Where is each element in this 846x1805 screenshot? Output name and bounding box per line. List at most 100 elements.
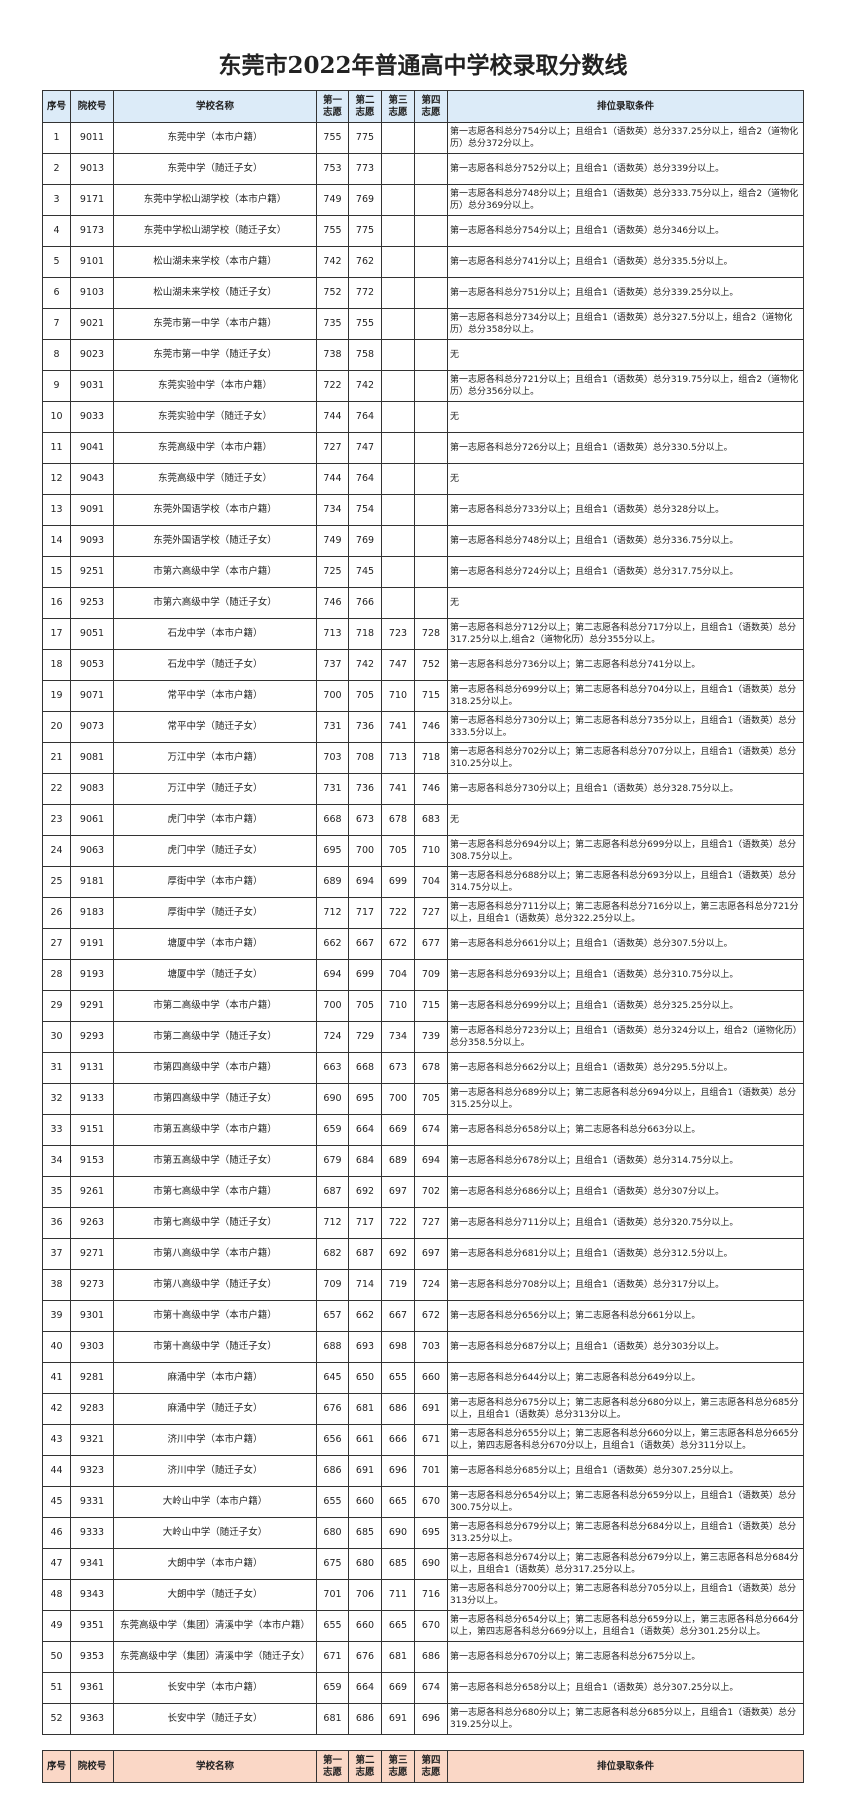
table-cell: 3: [42, 184, 71, 216]
table-cell: 14: [42, 525, 71, 557]
table-cell: 694: [414, 1145, 448, 1177]
table-cell: 727: [316, 432, 349, 464]
header-cell: 第一志愿: [316, 90, 349, 123]
table-cell: 690: [316, 1083, 349, 1115]
table-row: 9 9031 东莞实验中学（本市户籍） 722 742 第一志愿各科总分721分以上；且组…: [42, 370, 804, 402]
table-cell: 745: [348, 556, 382, 588]
table-row: 6 9103 松山湖未来学校（随迁子女） 752 772 第一志愿各科总分751分以上；且…: [42, 277, 804, 309]
table-cell: 9021: [70, 308, 114, 340]
table-cell: 705: [348, 990, 382, 1022]
table-cell: 738: [316, 339, 349, 371]
table-cell: [381, 370, 415, 402]
table-cell: 厚街中学（随迁子女）: [113, 897, 317, 929]
condition-cell: 第一志愿各科总分700分以上；第二志愿各科总分705分以上，且组合1（语数英）总…: [447, 1579, 804, 1611]
table-cell: 664: [348, 1672, 382, 1704]
table-cell: 719: [381, 1269, 415, 1301]
table-cell: 21: [42, 742, 71, 774]
table-cell: 9333: [70, 1517, 114, 1549]
table-cell: 734: [381, 1021, 415, 1053]
table-cell: [414, 463, 448, 495]
table-cell: 710: [381, 680, 415, 712]
table-cell: 698: [381, 1331, 415, 1363]
table-cell: 35: [42, 1176, 71, 1208]
table-cell: 8: [42, 339, 71, 371]
table-row: 43 9321 济川中学（本市户籍） 656 661 666 671 第一志愿各科总分655分…: [42, 1424, 804, 1456]
table-row: 39 9301 市第十高级中学（本市户籍） 657 662 667 672 第一志愿各科总分6…: [42, 1300, 804, 1332]
header-row: 序号 院校号 学校名称 第一志愿 第二志愿 第三志愿 第四志愿 排位录取条件: [42, 90, 804, 123]
table-cell: 9093: [70, 525, 114, 557]
condition-cell: 第一志愿各科总分723分以上；且组合1（语数英）总分324分以上，组合2（道物化…: [447, 1021, 804, 1053]
header-cell: 排位录取条件: [447, 1750, 804, 1783]
table-cell: 667: [381, 1300, 415, 1332]
table-cell: 9051: [70, 618, 114, 650]
table-cell: 664: [348, 1114, 382, 1146]
table-cell: 9173: [70, 215, 114, 247]
table-row: 48 9343 大朗中学（随迁子女） 701 706 711 716 第一志愿各科总分700分…: [42, 1579, 804, 1611]
table-cell: 9251: [70, 556, 114, 588]
condition-cell: 第一志愿各科总分654分以上；第二志愿各科总分659分以上，第三志愿各科总分66…: [447, 1610, 804, 1642]
table-cell: 673: [348, 804, 382, 836]
condition-cell: 第一志愿各科总分679分以上；第二志愿各科总分684分以上，且组合1（语数英）总…: [447, 1517, 804, 1549]
table-cell: 市第六高级中学（随迁子女）: [113, 587, 317, 619]
table-cell: 715: [414, 680, 448, 712]
table-row: 34 9153 市第五高级中学（随迁子女） 679 684 689 694 第一志愿各科总分6…: [42, 1145, 804, 1177]
table-cell: 764: [348, 401, 382, 433]
table-cell: 773: [348, 153, 382, 185]
table-cell: 758: [348, 339, 382, 371]
table-cell: 705: [414, 1083, 448, 1115]
table-cell: 9293: [70, 1021, 114, 1053]
table-cell: 689: [381, 1145, 415, 1177]
table-cell: 9283: [70, 1393, 114, 1425]
table-cell: 东莞外国语学校（本市户籍）: [113, 494, 317, 526]
table-row: 35 9261 市第七高级中学（本市户籍） 687 692 697 702 第一志愿各科总分6…: [42, 1176, 804, 1208]
table-cell: 40: [42, 1331, 71, 1363]
header-cell: 第二志愿: [348, 1750, 382, 1783]
table-row: 25 9181 厚街中学（本市户籍） 689 694 699 704 第一志愿各科总分688分…: [42, 866, 804, 898]
table-cell: 700: [348, 835, 382, 867]
table-cell: 20: [42, 711, 71, 743]
table-cell: 9271: [70, 1238, 114, 1270]
table-cell: [414, 432, 448, 464]
table-cell: [414, 556, 448, 588]
condition-cell: 无: [447, 463, 804, 495]
table-cell: 662: [348, 1300, 382, 1332]
table-cell: 665: [381, 1486, 415, 1518]
table-cell: 722: [381, 1207, 415, 1239]
table-cell: 755: [348, 308, 382, 340]
table-cell: 718: [414, 742, 448, 774]
table-cell: 681: [348, 1393, 382, 1425]
table-cell: [414, 246, 448, 278]
header-cell: 第四志愿: [414, 90, 448, 123]
header-cell: 第三志愿: [381, 90, 415, 123]
header-cell: 第二志愿: [348, 90, 382, 123]
table-cell: [381, 277, 415, 309]
score-table: 序号 院校号 学校名称 第一志愿 第二志愿 第三志愿 第四志愿 排位录取条件 1 9011 东莞中…: [42, 90, 804, 1735]
table-cell: 678: [381, 804, 415, 836]
table-row: 49 9351 东莞高级中学（集团）清溪中学（本市户籍） 655 660 665 670 第一…: [42, 1610, 804, 1642]
table-cell: 724: [414, 1269, 448, 1301]
table-cell: 709: [414, 959, 448, 991]
condition-cell: 第一志愿各科总分734分以上；且组合1（语数英）总分327.5分以上，组合2（道…: [447, 308, 804, 340]
table-cell: 673: [381, 1052, 415, 1084]
table-cell: 9083: [70, 773, 114, 805]
table-cell: 9081: [70, 742, 114, 774]
table-cell: 市第八高级中学（随迁子女）: [113, 1269, 317, 1301]
table-cell: 万江中学（本市户籍）: [113, 742, 317, 774]
table-cell: 766: [348, 587, 382, 619]
table-cell: 670: [414, 1610, 448, 1642]
table-cell: 大岭山中学（本市户籍）: [113, 1486, 317, 1518]
table-cell: 济川中学（随迁子女）: [113, 1455, 317, 1487]
condition-cell: 第一志愿各科总分748分以上；且组合1（语数英）总分336.75分以上。: [447, 525, 804, 557]
table-cell: 723: [381, 618, 415, 650]
table-row: 20 9073 常平中学（随迁子女） 731 736 741 746 第一志愿各科总分730分…: [42, 711, 804, 743]
table-cell: [414, 215, 448, 247]
table-cell: 696: [414, 1703, 448, 1735]
header-row: 序号 院校号 学校名称 第一志愿 第二志愿 第三志愿 第四志愿 排位录取条件: [42, 1750, 804, 1783]
table-cell: 9013: [70, 153, 114, 185]
table-row: 7 9021 东莞市第一中学（本市户籍） 735 755 第一志愿各科总分734分以上；且…: [42, 308, 804, 340]
table-cell: 9043: [70, 463, 114, 495]
table-cell: 704: [381, 959, 415, 991]
table-cell: 10: [42, 401, 71, 433]
table-cell: [381, 401, 415, 433]
table-cell: [414, 277, 448, 309]
